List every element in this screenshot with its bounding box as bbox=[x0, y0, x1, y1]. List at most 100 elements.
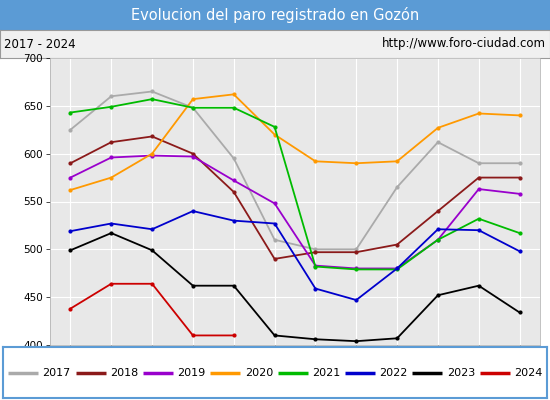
2019 bbox=[190, 154, 196, 159]
2018 bbox=[67, 161, 74, 166]
2020 bbox=[516, 113, 523, 118]
2019 bbox=[394, 266, 400, 271]
Text: 2020: 2020 bbox=[245, 368, 273, 378]
2021 bbox=[108, 104, 114, 109]
2019 bbox=[108, 155, 114, 160]
2022 bbox=[67, 229, 74, 234]
Line: 2022: 2022 bbox=[69, 210, 521, 302]
2021 bbox=[312, 264, 318, 269]
Line: 2020: 2020 bbox=[69, 93, 521, 192]
Text: 2022: 2022 bbox=[379, 368, 408, 378]
Line: 2023: 2023 bbox=[69, 232, 521, 342]
2023 bbox=[394, 336, 400, 341]
2019 bbox=[271, 201, 278, 206]
Line: 2018: 2018 bbox=[69, 135, 521, 260]
2017 bbox=[353, 247, 360, 252]
2017 bbox=[230, 156, 237, 161]
2020 bbox=[271, 132, 278, 137]
2017 bbox=[108, 94, 114, 99]
Text: 2023: 2023 bbox=[447, 368, 475, 378]
2020 bbox=[394, 159, 400, 164]
2023 bbox=[149, 248, 156, 253]
2017 bbox=[475, 161, 482, 166]
2023 bbox=[67, 248, 74, 253]
Text: 2018: 2018 bbox=[110, 368, 138, 378]
2023 bbox=[516, 310, 523, 315]
2021 bbox=[271, 124, 278, 129]
2019 bbox=[516, 192, 523, 196]
2017 bbox=[271, 237, 278, 242]
2021 bbox=[516, 231, 523, 236]
2023 bbox=[271, 333, 278, 338]
2021 bbox=[353, 267, 360, 272]
2017 bbox=[434, 140, 441, 144]
2020 bbox=[312, 159, 318, 164]
2018 bbox=[394, 242, 400, 247]
2024 bbox=[230, 333, 237, 338]
2024 bbox=[190, 333, 196, 338]
Line: 2021: 2021 bbox=[69, 98, 521, 271]
2020 bbox=[190, 97, 196, 102]
2018 bbox=[230, 190, 237, 194]
2019 bbox=[149, 153, 156, 158]
2021 bbox=[475, 216, 482, 221]
2020 bbox=[434, 126, 441, 130]
2023 bbox=[230, 283, 237, 288]
2018 bbox=[434, 209, 441, 214]
2022 bbox=[475, 228, 482, 232]
Text: http://www.foro-ciudad.com: http://www.foro-ciudad.com bbox=[382, 38, 546, 50]
2024 bbox=[67, 306, 74, 311]
2023 bbox=[190, 283, 196, 288]
2020 bbox=[353, 161, 360, 166]
2021 bbox=[67, 110, 74, 115]
2021 bbox=[230, 105, 237, 110]
2022 bbox=[434, 227, 441, 232]
2022 bbox=[516, 249, 523, 254]
2019 bbox=[353, 266, 360, 271]
2021 bbox=[434, 237, 441, 242]
2017 bbox=[190, 105, 196, 110]
2021 bbox=[149, 97, 156, 102]
2018 bbox=[516, 175, 523, 180]
2018 bbox=[108, 140, 114, 144]
2023 bbox=[353, 339, 360, 344]
2018 bbox=[353, 250, 360, 255]
2022 bbox=[312, 286, 318, 291]
2017 bbox=[67, 127, 74, 132]
2020 bbox=[108, 175, 114, 180]
2019 bbox=[312, 263, 318, 268]
2022 bbox=[190, 209, 196, 214]
2023 bbox=[434, 293, 441, 298]
2017 bbox=[312, 247, 318, 252]
Text: 2017 - 2024: 2017 - 2024 bbox=[4, 38, 76, 50]
2022 bbox=[108, 221, 114, 226]
2023 bbox=[108, 231, 114, 236]
Text: 2021: 2021 bbox=[312, 368, 340, 378]
Line: 2017: 2017 bbox=[69, 90, 521, 251]
2020 bbox=[149, 151, 156, 156]
2022 bbox=[271, 221, 278, 226]
2020 bbox=[67, 188, 74, 192]
Text: Evolucion del paro registrado en Gozón: Evolucion del paro registrado en Gozón bbox=[131, 7, 419, 23]
2018 bbox=[271, 256, 278, 261]
2022 bbox=[394, 266, 400, 271]
Line: 2019: 2019 bbox=[69, 154, 521, 270]
2023 bbox=[312, 337, 318, 342]
2021 bbox=[394, 267, 400, 272]
2019 bbox=[475, 187, 482, 192]
2022 bbox=[230, 218, 237, 223]
Text: 2017: 2017 bbox=[42, 368, 71, 378]
2019 bbox=[434, 237, 441, 242]
2019 bbox=[67, 175, 74, 180]
2018 bbox=[190, 151, 196, 156]
2018 bbox=[149, 134, 156, 139]
2024 bbox=[108, 281, 114, 286]
2017 bbox=[149, 89, 156, 94]
2023 bbox=[475, 283, 482, 288]
2020 bbox=[475, 111, 482, 116]
2021 bbox=[190, 105, 196, 110]
2020 bbox=[230, 92, 237, 97]
2018 bbox=[312, 250, 318, 255]
2022 bbox=[149, 227, 156, 232]
Text: 2024: 2024 bbox=[514, 368, 542, 378]
